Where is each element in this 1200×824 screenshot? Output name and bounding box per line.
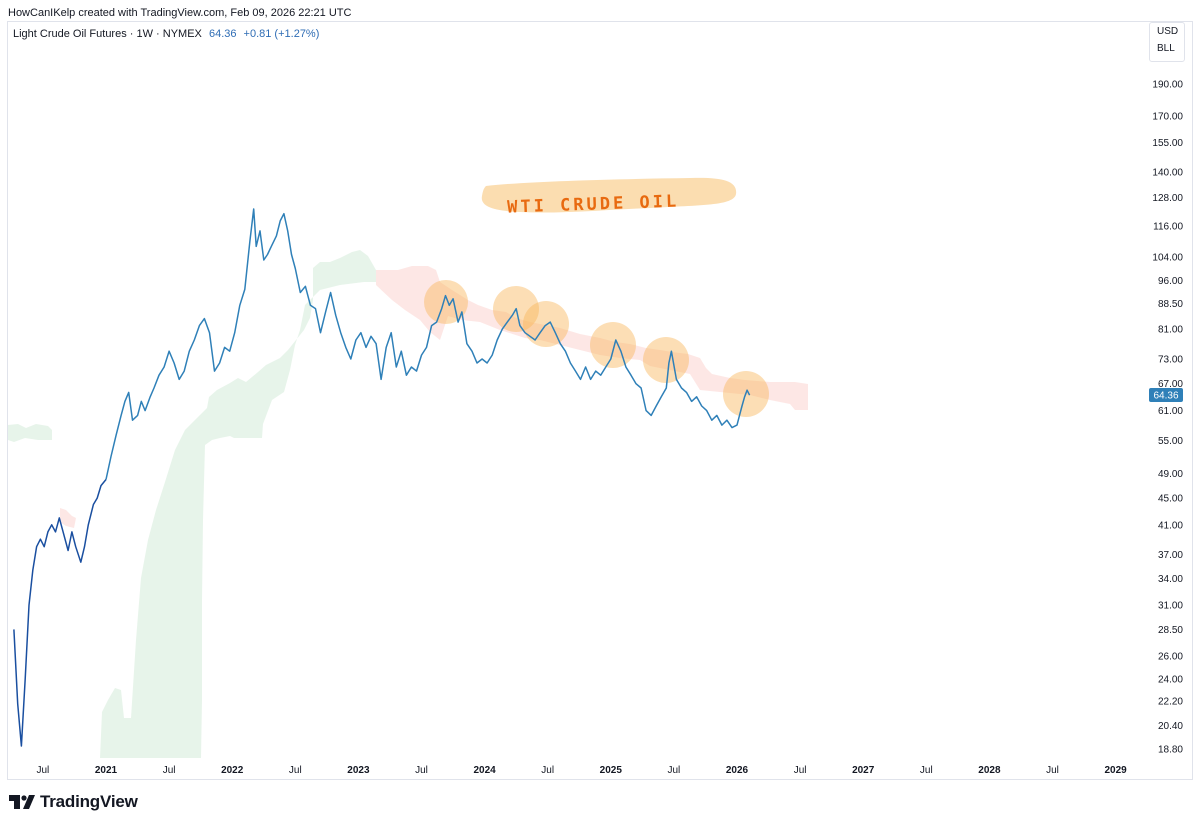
y-tick-label: 190.00 xyxy=(1152,80,1183,91)
y-tick-label: 128.00 xyxy=(1152,193,1183,204)
x-tick-label: 2024 xyxy=(473,765,496,776)
y-tick-label: 41.00 xyxy=(1158,520,1183,531)
y-tick-label: 28.50 xyxy=(1158,625,1183,636)
x-tick-label: 2023 xyxy=(347,765,370,776)
y-tick-label: 31.00 xyxy=(1158,601,1183,612)
y-tick-label: 81.00 xyxy=(1158,325,1183,336)
currency-unit-selector[interactable]: USD BLL xyxy=(1149,22,1185,62)
x-tick-label: 2025 xyxy=(600,765,623,776)
tradingview-logo[interactable]: TradingView xyxy=(9,792,138,812)
x-tick-label: Jul xyxy=(541,765,554,776)
price-series xyxy=(13,208,751,747)
x-tick-label: 2021 xyxy=(95,765,118,776)
cloud-red-area xyxy=(376,266,808,410)
cloud-red-left xyxy=(60,508,76,528)
currency-label: USD xyxy=(1157,26,1179,37)
price-change: +0.81 (+1.27%) xyxy=(243,28,320,40)
swing-high-highlights xyxy=(424,280,769,417)
x-tick-label: Jul xyxy=(794,765,807,776)
x-tick-label: Jul xyxy=(289,765,302,776)
chart-attribution: HowCanIKelp created with TradingView.com… xyxy=(8,7,352,19)
x-tick-label: Jul xyxy=(920,765,933,776)
time-axis: Jul 2021 Jul 2022 Jul 2023 Jul 2024 Jul 2025 Jul 20… xyxy=(37,765,1128,776)
y-tick-label: 34.00 xyxy=(1158,574,1183,585)
price-line-early xyxy=(13,479,107,747)
annotation-wti: WTI CRUDE OIL xyxy=(481,177,737,218)
highlight-circle xyxy=(523,301,569,347)
symbol-name: Light Crude Oil Futures · 1W · NYMEX xyxy=(13,28,202,40)
x-tick-label: Jul xyxy=(1046,765,1059,776)
y-tick-label: 61.00 xyxy=(1158,406,1183,417)
y-tick-label: 24.00 xyxy=(1158,674,1183,685)
highlight-circle xyxy=(590,322,636,368)
last-price: 64.36 xyxy=(208,28,237,40)
y-tick-label: 37.00 xyxy=(1158,550,1183,561)
last-price-label-bg xyxy=(1149,388,1183,402)
chart-frame xyxy=(7,21,1193,780)
annotation-highlight-stroke xyxy=(481,177,737,213)
y-tick-label: 116.00 xyxy=(1153,221,1183,232)
highlight-circle xyxy=(424,280,468,324)
last-price-label: 64.36 xyxy=(1149,388,1183,402)
y-tick-label: 88.50 xyxy=(1158,299,1183,310)
x-tick-label: 2029 xyxy=(1104,765,1127,776)
cloud-green-area xyxy=(100,250,376,758)
y-tick-label: 140.00 xyxy=(1152,167,1183,178)
x-tick-label: 2027 xyxy=(852,765,875,776)
ichimoku-cloud xyxy=(8,250,808,758)
x-tick-label: 2022 xyxy=(221,765,244,776)
y-tick-label: 18.80 xyxy=(1158,745,1183,756)
tradingview-icon xyxy=(9,795,35,809)
symbol-legend[interactable]: Light Crude Oil Futures · 1W · NYMEX 64.… xyxy=(13,28,319,40)
y-tick-label: 22.20 xyxy=(1158,697,1183,708)
x-tick-label: Jul xyxy=(415,765,428,776)
y-tick-label: 67.00 xyxy=(1158,379,1183,390)
x-tick-label: Jul xyxy=(163,765,176,776)
y-tick-label: 49.00 xyxy=(1158,469,1183,480)
highlight-circle xyxy=(643,337,689,383)
y-tick-label: 170.00 xyxy=(1152,111,1183,122)
y-tick-label: 96.00 xyxy=(1158,276,1183,287)
y-tick-label: 45.00 xyxy=(1158,494,1183,505)
cloud-green-left xyxy=(8,424,52,442)
brand-name: TradingView xyxy=(40,792,138,811)
y-tick-label: 20.40 xyxy=(1158,721,1183,732)
y-tick-label: 55.00 xyxy=(1158,436,1183,447)
x-tick-label: Jul xyxy=(37,765,50,776)
y-tick-label: 104.00 xyxy=(1152,253,1183,264)
last-price-label-text: 64.36 xyxy=(1153,391,1178,402)
y-tick-label: 26.00 xyxy=(1158,651,1183,662)
price-line xyxy=(105,208,751,480)
x-tick-label: 2026 xyxy=(726,765,749,776)
x-tick-label: Jul xyxy=(668,765,681,776)
y-tick-label: 73.00 xyxy=(1158,354,1183,365)
price-axis: 190.00 170.00 155.00 140.00 128.00 116.00 104.… xyxy=(1152,80,1183,756)
y-tick-label: 155.00 xyxy=(1152,138,1183,149)
x-tick-label: 2028 xyxy=(978,765,1001,776)
unit-label: BLL xyxy=(1157,43,1175,54)
